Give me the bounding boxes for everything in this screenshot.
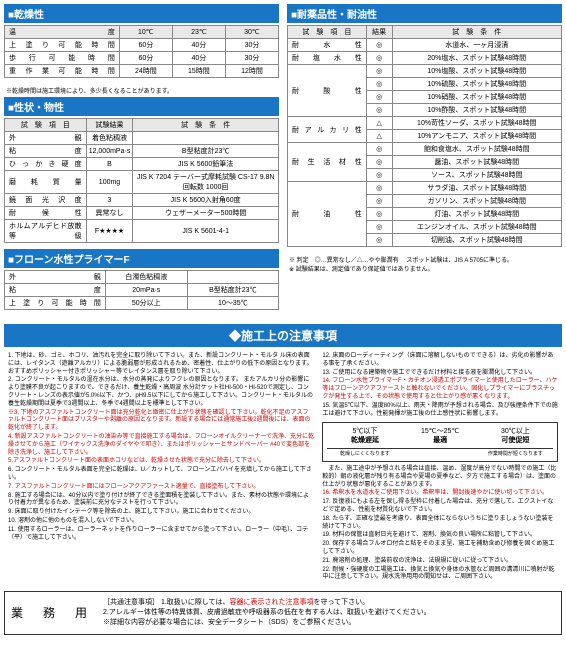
- gyomu-label: 業 務 用: [11, 604, 103, 621]
- resistance-table: 試 験 項 目結果試 験 条 件 耐 水 性◎水道水、一ヶ月浸漬耐 塩 水 性◎…: [287, 25, 562, 247]
- properties-table: 試 験 項 目試験結果試 験 条 件 外 観着色粘稠液粘 度12,000mPa·…: [4, 118, 279, 243]
- resistance-note: ※ 判定 ◎…異常なし／△…やや膨潤有 スポット試験は、JIS A 5705に準…: [287, 253, 562, 275]
- properties-header: ■性状・物性: [4, 97, 279, 116]
- resistance-header: ■耐薬品性・耐油性: [287, 4, 562, 23]
- drying-note: ※乾燥時間は施工環境により、多少長くなることがあります。: [4, 84, 279, 97]
- left-column: ■乾燥性 温 度10℃23℃30℃ 上塗り可能時間60分40分30分歩行可能時間…: [4, 4, 279, 316]
- notice-right: 12. 床面のローディーティング（床面に溶解しないものでできる）は、劣化の影響が…: [322, 353, 558, 583]
- bottom-text: ［共通注意事項］ 1.取扱いに際しては、容器に表示された注意事項を守って下さい。…: [103, 598, 431, 627]
- drying-table: 温 度10℃23℃30℃ 上塗り可能時間60分40分30分歩行可能時間60分40…: [4, 25, 279, 78]
- notice-left: 1. 下地は、砂、ゴミ、ホコリ、油汚れを完全に取り除いて下さい。また、新設コンク…: [8, 353, 314, 583]
- notice-body: 1. 下地は、砂、ゴミ、ホコリ、油汚れを完全に取り除いて下さい。また、新設コンク…: [0, 349, 566, 587]
- primer-header: ■フローン水性プライマーF: [4, 249, 279, 268]
- bottom-box: 業 務 用 ［共通注意事項］ 1.取扱いに際しては、容器に表示された注意事項を守…: [4, 591, 562, 634]
- drying-header: ■乾燥性: [4, 4, 279, 23]
- notice-header: ◆施工上の注意事項: [4, 324, 562, 347]
- main-layout: ■乾燥性 温 度10℃23℃30℃ 上塗り可能時間60分40分30分歩行可能時間…: [0, 0, 566, 320]
- primer-table: 外 観白濁色粘稠液粘 度20mPa·sB型粘度計23℃上塗り可能時間50分以上1…: [4, 270, 279, 310]
- right-column: ■耐薬品性・耐油性 試 験 項 目結果試 験 条 件 耐 水 性◎水道水、一ヶ月…: [287, 4, 562, 316]
- temp-box: 5℃以下乾燥遅延乾燥しにくくなります15℃～25℃最適30℃以上可使促短作業時間…: [322, 422, 558, 462]
